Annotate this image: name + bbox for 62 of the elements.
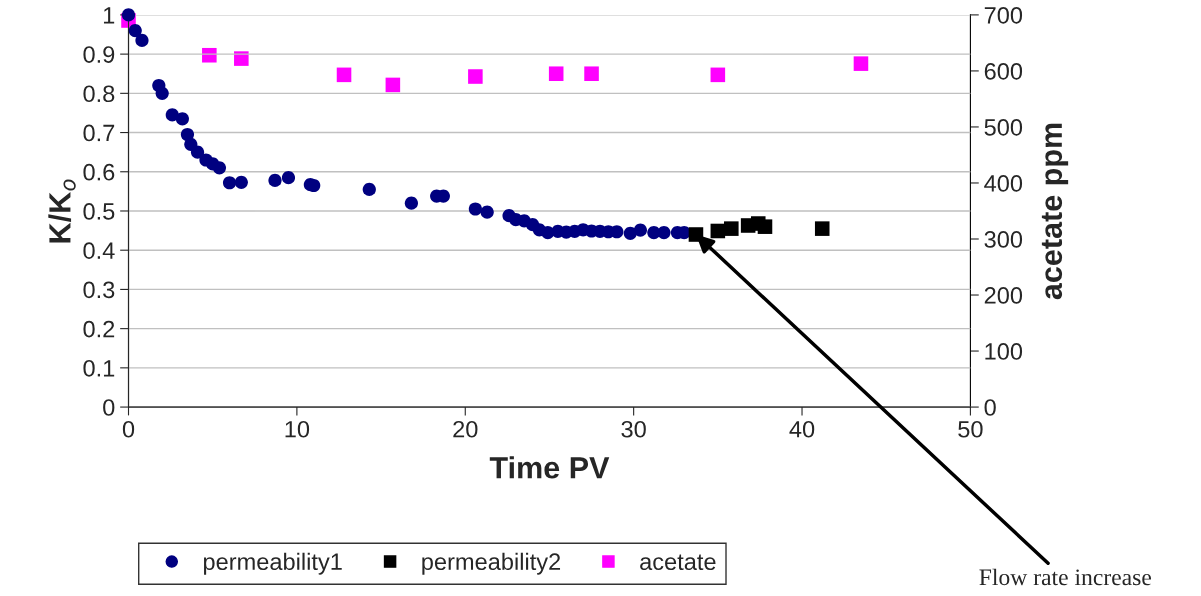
point	[190, 145, 205, 159]
point	[212, 161, 227, 175]
y-tick-label: 0.7	[83, 124, 115, 142]
x-tick-label: 50	[958, 420, 983, 438]
x-tick-label: 30	[621, 420, 646, 438]
point	[480, 205, 494, 219]
point	[362, 182, 376, 196]
point	[222, 176, 237, 190]
y-tick-label: 0.5	[83, 203, 115, 220]
y2-axis-title: acetate ppm	[1041, 123, 1069, 300]
point	[281, 171, 296, 185]
point	[548, 66, 564, 82]
point	[584, 66, 599, 82]
point	[234, 51, 249, 66]
point	[468, 69, 483, 84]
x-tick-label: 20	[453, 420, 478, 438]
point	[202, 47, 217, 63]
y2-tick-label: 400	[984, 175, 1023, 192]
y2-tick-label: 0	[984, 399, 996, 416]
x-tick-label: 10	[285, 420, 310, 438]
y-tick-label: 0	[103, 399, 115, 416]
point	[234, 175, 248, 189]
y-tick-label: 1	[103, 7, 115, 24]
y-tick-label: 0.9	[83, 46, 115, 63]
y2-tick-label: 200	[984, 287, 1023, 304]
point	[853, 56, 869, 71]
y2-tick-label: 500	[984, 119, 1023, 136]
point	[633, 223, 647, 237]
y-tick-label: 0.3	[83, 281, 115, 299]
point	[268, 173, 282, 187]
x-tick-label: 0	[122, 420, 135, 438]
point	[404, 196, 418, 210]
y2-tick-label: 700	[984, 6, 1023, 24]
point	[657, 225, 671, 240]
y-tick-label: 0.8	[83, 85, 115, 103]
point	[180, 127, 195, 142]
y2-tick-label: 300	[984, 231, 1023, 248]
point	[710, 67, 726, 83]
y-tick-label: 0.2	[83, 320, 115, 338]
point	[336, 67, 352, 83]
y-tick-label: 0.1	[83, 359, 115, 377]
point	[468, 202, 482, 216]
point	[135, 33, 149, 47]
legend-label: acetate	[640, 554, 716, 571]
point	[155, 86, 169, 100]
y2-tick-label: 100	[985, 343, 1023, 360]
y-axis-title: K/K$_{o}$	[48, 179, 76, 243]
point	[128, 24, 142, 38]
point	[814, 221, 830, 236]
x-tick-label: 40	[789, 420, 815, 438]
point	[610, 225, 624, 239]
point	[724, 221, 739, 236]
annotation: Flow rate increase	[979, 568, 1151, 586]
point	[757, 219, 773, 234]
point	[385, 77, 401, 93]
y2-tick-label: 600	[984, 62, 1023, 80]
legend-label: permeability2	[422, 552, 561, 575]
y-tick-label: 0.4	[83, 242, 115, 259]
point	[175, 112, 189, 126]
x-axis-title: Time PV	[489, 456, 610, 479]
legend-label: permeability1	[203, 552, 342, 575]
y-tick-label: 0.6	[83, 163, 115, 181]
